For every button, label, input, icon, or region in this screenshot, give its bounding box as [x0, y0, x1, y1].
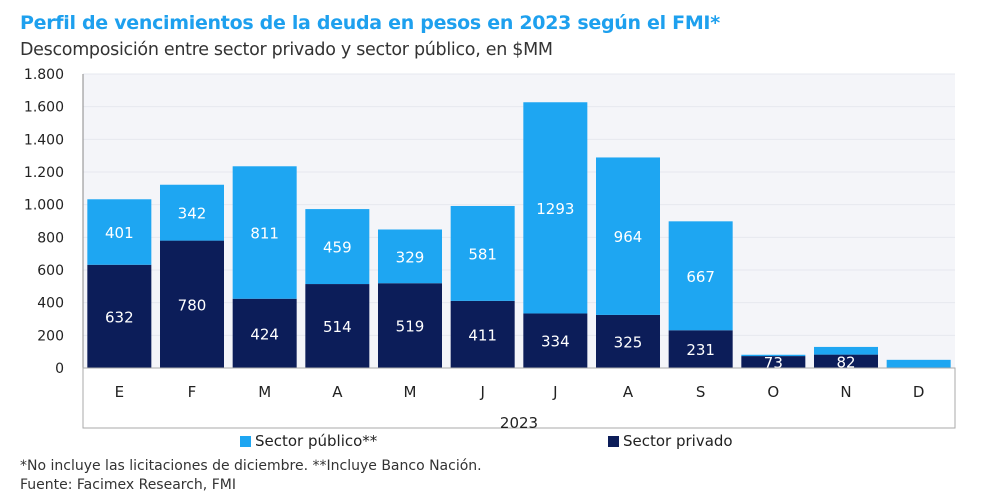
data-label: 82: [836, 353, 855, 371]
bar-public: [305, 209, 370, 285]
x-axis-label: 2023: [500, 414, 538, 432]
bar-private: [668, 330, 733, 368]
bar-public: [523, 102, 588, 314]
data-label: 667: [686, 268, 715, 286]
bar-private: [378, 283, 442, 368]
bar-private: [87, 264, 152, 368]
data-label: 231: [686, 341, 715, 359]
legend-item-private: Sector privado: [608, 432, 733, 450]
legend-item-public: Sector público**: [240, 432, 377, 450]
bar-public: [87, 199, 152, 265]
bar-private: [232, 298, 297, 368]
legend-swatch: [240, 435, 251, 447]
x-tick-label: J: [479, 383, 484, 401]
chart-title: Perfil de vencimientos de la deuda en pe…: [20, 12, 720, 34]
y-tick-label: 1.200: [24, 165, 64, 181]
bar-public: [232, 166, 297, 299]
y-tick-label: 1.800: [24, 67, 64, 83]
data-label: 334: [541, 333, 570, 351]
y-tick-label: 1.600: [24, 100, 64, 116]
bar-private: [160, 240, 224, 368]
bar-private: [814, 354, 878, 368]
footnote: *No incluye las licitaciones de diciembr…: [20, 458, 482, 474]
data-label: 459: [323, 239, 352, 257]
x-tick-label: A: [332, 383, 343, 401]
bar-private: [450, 300, 515, 368]
y-tick-label: 1.400: [24, 132, 64, 148]
data-label: 73: [764, 354, 783, 372]
legend-label: Sector privado: [623, 432, 733, 450]
x-tick-label: S: [696, 383, 706, 401]
data-label: 401: [105, 224, 134, 242]
x-tick-label: F: [188, 383, 197, 401]
bar-private: [596, 314, 660, 368]
chart-subtitle: Descomposición entre sector privado y se…: [20, 40, 553, 60]
data-label: 411: [468, 326, 497, 344]
data-label: 342: [178, 205, 207, 223]
plot-area: [83, 74, 955, 368]
y-tick-label: 200: [37, 328, 64, 344]
x-tick-label: M: [258, 383, 271, 401]
data-label: 514: [323, 318, 352, 336]
data-label: 325: [614, 333, 643, 351]
bar-public: [814, 346, 878, 355]
data-label: 424: [250, 325, 279, 343]
data-label: 1293: [536, 200, 574, 218]
y-tick-label: 400: [37, 296, 64, 312]
data-label: 581: [468, 245, 497, 263]
bar-public: [160, 184, 224, 241]
x-tick-label: O: [767, 383, 779, 401]
y-tick-label: 0: [55, 361, 64, 377]
bar-public: [596, 157, 660, 315]
x-tick-label: M: [404, 383, 417, 401]
x-tick-label: D: [913, 383, 925, 401]
y-tick-label: 600: [37, 263, 64, 279]
bar-public: [450, 205, 515, 301]
bar-public: [886, 359, 951, 368]
x-tick-label: N: [840, 383, 851, 401]
bar-public: [741, 354, 806, 357]
y-tick-label: 1.000: [24, 198, 64, 214]
data-label: 780: [178, 296, 207, 314]
x-axis-frame: [82, 367, 956, 429]
legend-label: Sector público**: [255, 432, 378, 450]
data-label: 632: [105, 308, 134, 326]
x-tick-label: A: [623, 383, 634, 401]
data-label: 964: [614, 228, 643, 246]
legend-swatch: [608, 435, 619, 447]
bar-private: [523, 313, 588, 368]
bar-public: [668, 221, 733, 331]
source: Fuente: Facimex Research, FMI: [20, 477, 236, 493]
data-label: 329: [396, 248, 425, 266]
y-tick-label: 800: [37, 230, 64, 246]
bar-private: [741, 356, 806, 368]
bar-public: [378, 229, 442, 284]
data-label: 519: [396, 318, 425, 336]
data-label: 811: [250, 225, 279, 243]
x-tick-label: E: [115, 383, 124, 401]
x-tick-label: J: [552, 383, 557, 401]
bar-private: [305, 284, 370, 368]
